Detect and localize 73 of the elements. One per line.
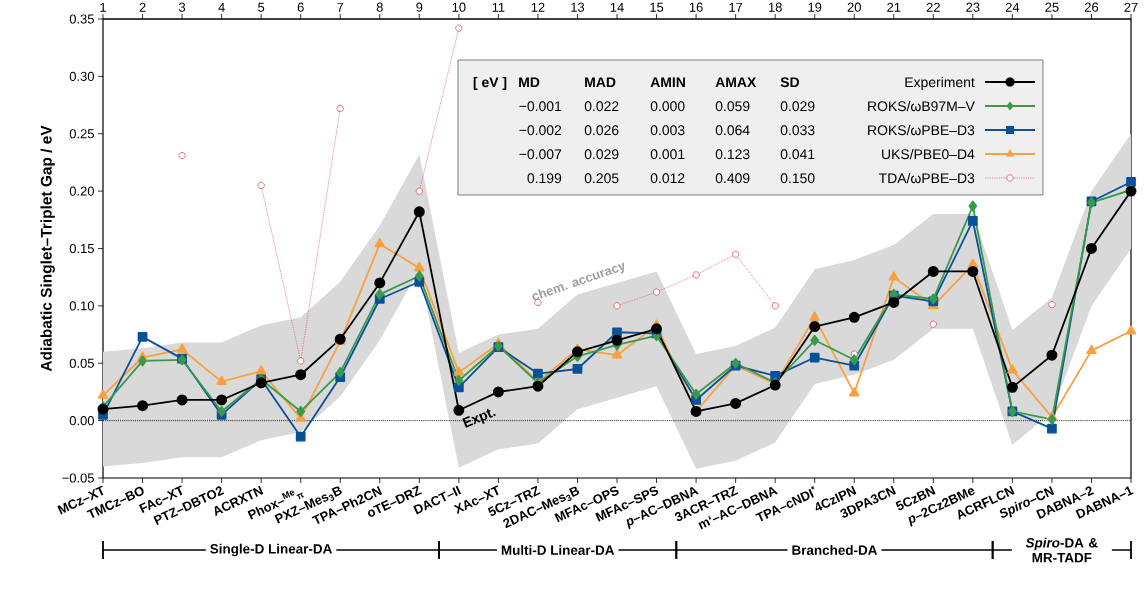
y-tick-label: −0.05 — [62, 473, 94, 483]
y-axis-title: Adiabatic Singlet–Triplet Gap / eV — [40, 125, 55, 372]
y-tick-label: 0.15 — [69, 243, 94, 254]
x2-tick-label: 14 — [610, 2, 624, 12]
annotation: [ eV ] — [473, 76, 507, 90]
legend-label: ROKS/ωB97M–V — [868, 100, 975, 112]
x2-tick-label: 8 — [376, 2, 383, 12]
annotation: 0.001 — [650, 149, 685, 160]
x2-tick-label: 1 — [100, 2, 106, 12]
annotation: 0.123 — [715, 149, 750, 160]
annotation: 0.205 — [584, 173, 619, 184]
x2-tick-label: 12 — [531, 2, 545, 12]
x2-tick-label: 19 — [808, 2, 822, 12]
annotation: MD — [519, 77, 540, 87]
annotation: 0.000 — [650, 101, 685, 112]
annotation: AMAX — [715, 77, 757, 87]
x2-tick-label: 17 — [729, 2, 743, 12]
y-tick-label: 0.30 — [69, 71, 94, 81]
annotation: MAD — [585, 77, 616, 87]
x2-tick-label: 13 — [571, 2, 585, 12]
annotation: SD — [780, 77, 799, 88]
annotation: −0.001 — [519, 101, 562, 112]
x2-tick-label: 10 — [452, 2, 466, 12]
x2-tick-label: 23 — [966, 2, 980, 12]
legend-label: Experiment — [905, 76, 975, 90]
annotation: −0.007 — [519, 149, 562, 160]
x2-tick-label: 16 — [689, 2, 703, 12]
y-tick-label: 0.10 — [69, 301, 94, 311]
annotation: 0.041 — [780, 149, 815, 160]
legend-label: TDA/ωPBE–D3 — [878, 172, 975, 184]
text: Spiro-DA & MR-TADF — [1025, 537, 1098, 563]
annotation: 0.026 — [584, 125, 619, 136]
x2-tick-label: 5 — [258, 2, 265, 12]
x2-tick-label: 25 — [1045, 2, 1059, 12]
x2-tick-label: 3 — [178, 2, 186, 12]
x2-tick-label: 6 — [297, 2, 304, 12]
legend-label: UKS/PBE0–D4 — [882, 148, 975, 160]
x2-tick-label: 26 — [1084, 2, 1099, 12]
y-tick-label: 0.25 — [69, 129, 94, 139]
annotation: 0.059 — [715, 101, 750, 112]
annotation: 0.022 — [584, 101, 619, 112]
x2-tick-label: 18 — [768, 2, 782, 12]
y-tick-label: 0.00 — [69, 416, 94, 426]
annotation: 0.064 — [715, 125, 750, 136]
x2-tick-label: 15 — [650, 2, 664, 12]
annotation: Expt. — [462, 408, 496, 428]
x2-tick-label: 7 — [337, 2, 344, 12]
annotation: 0.150 — [780, 173, 815, 184]
annotation: 0.199 — [527, 173, 562, 184]
x2-tick-label: 21 — [887, 2, 901, 12]
x2-tick-label: 4 — [218, 2, 225, 12]
x2-tick-label: 24 — [1005, 2, 1020, 12]
y-tick-label: 0.20 — [69, 186, 94, 196]
x2-tick-label: 9 — [416, 2, 423, 12]
annotation: 0.409 — [715, 173, 750, 184]
annotation: AMIN — [650, 77, 685, 87]
text: Branched-DA — [792, 545, 878, 555]
x2-tick-label: 20 — [847, 2, 861, 12]
text: Single-D Linear-DA — [210, 543, 332, 557]
x2-tick-label: 2 — [139, 2, 146, 12]
annotation: 0.029 — [780, 101, 815, 112]
legend-label: ROKS/ωPBE–D3 — [868, 124, 975, 136]
annotation: 0.012 — [650, 173, 685, 184]
annotation: 0.029 — [584, 149, 619, 160]
y-tick-label: 0.05 — [69, 358, 94, 368]
x2-tick-label: 27 — [1124, 2, 1138, 12]
x2-tick-label: 11 — [492, 2, 505, 12]
y-tick-label: 0.35 — [69, 14, 94, 24]
annotation: −0.002 — [519, 125, 562, 136]
annotation: 0.003 — [650, 125, 685, 136]
annotation: 0.033 — [780, 125, 815, 136]
x2-tick-label: 22 — [926, 2, 940, 12]
text: Multi-D Linear-DA — [501, 545, 615, 555]
